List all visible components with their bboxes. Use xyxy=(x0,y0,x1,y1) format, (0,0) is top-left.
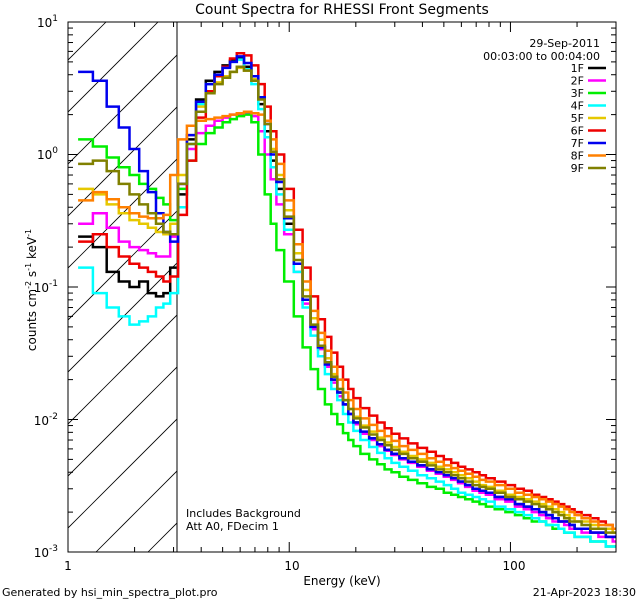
chart-title: Count Spectra for RHESSI Front Segments xyxy=(195,2,489,18)
x-axis-label: Energy (keV) xyxy=(303,574,380,588)
excluded-region-hatch xyxy=(0,0,177,552)
legend-label-3f: 3F xyxy=(571,87,584,100)
plot-frame xyxy=(67,21,617,553)
hatch-line xyxy=(68,366,177,477)
series-line-9f xyxy=(78,65,616,534)
legend-label-6f: 6F xyxy=(571,125,584,138)
hatch-line xyxy=(68,314,177,425)
axis-ticks xyxy=(67,22,617,553)
x-tick-label-1: 1 xyxy=(64,559,72,573)
y-tick-label-10-1: 101 xyxy=(37,14,58,30)
series-line-3f xyxy=(78,113,616,548)
series-line-7f xyxy=(78,55,616,539)
y-tick-label-10-minus1: 10-1 xyxy=(34,279,58,295)
footer-timestamp: 21-Apr-2023 18:30 xyxy=(533,586,636,599)
legend-label-9f: 9F xyxy=(571,162,584,175)
hatch-line xyxy=(68,22,159,113)
legend-label-5f: 5F xyxy=(571,112,584,125)
hatch-line xyxy=(68,158,177,269)
hatch-line xyxy=(68,54,177,165)
y-tick-label-10-0: 100 xyxy=(37,146,58,162)
time-range-label: 00:03:00 to 00:04:00 xyxy=(483,50,600,63)
legend-label-8f: 8F xyxy=(571,150,584,163)
hatch-line xyxy=(68,418,177,529)
series-line-5f xyxy=(78,66,616,534)
hatch-line xyxy=(0,0,92,552)
series-line-8f xyxy=(78,110,616,530)
y-tick-label-10-minus2: 10-2 xyxy=(34,412,58,428)
y-axis-label: counts cm-2 s-1 keV-1 xyxy=(24,229,39,351)
legend-label-4f: 4F xyxy=(571,100,584,113)
y-tick-label-10-minus3: 10-3 xyxy=(34,544,58,560)
legend-label-2f: 2F xyxy=(571,75,584,88)
series-line-1f xyxy=(78,56,616,539)
date-label: 29-Sep-2011 xyxy=(529,37,600,50)
hatch-line xyxy=(68,22,107,61)
series-line-2f xyxy=(78,111,616,543)
hatch-line xyxy=(0,0,144,552)
annotation-background: Includes Background xyxy=(186,507,301,520)
legend-label-7f: 7F xyxy=(571,137,584,150)
legend-label-1f: 1F xyxy=(571,62,584,75)
x-tick-label-10: 10 xyxy=(284,559,299,573)
hatch-line xyxy=(68,210,177,321)
x-tick-label-100: 100 xyxy=(503,559,526,573)
annotation-attenuator: Att A0, FDecim 1 xyxy=(186,520,279,533)
footer-generator: Generated by hsi_min_spectra_plot.pro xyxy=(2,586,218,599)
series-layer xyxy=(78,52,616,548)
series-line-4f xyxy=(78,58,616,548)
